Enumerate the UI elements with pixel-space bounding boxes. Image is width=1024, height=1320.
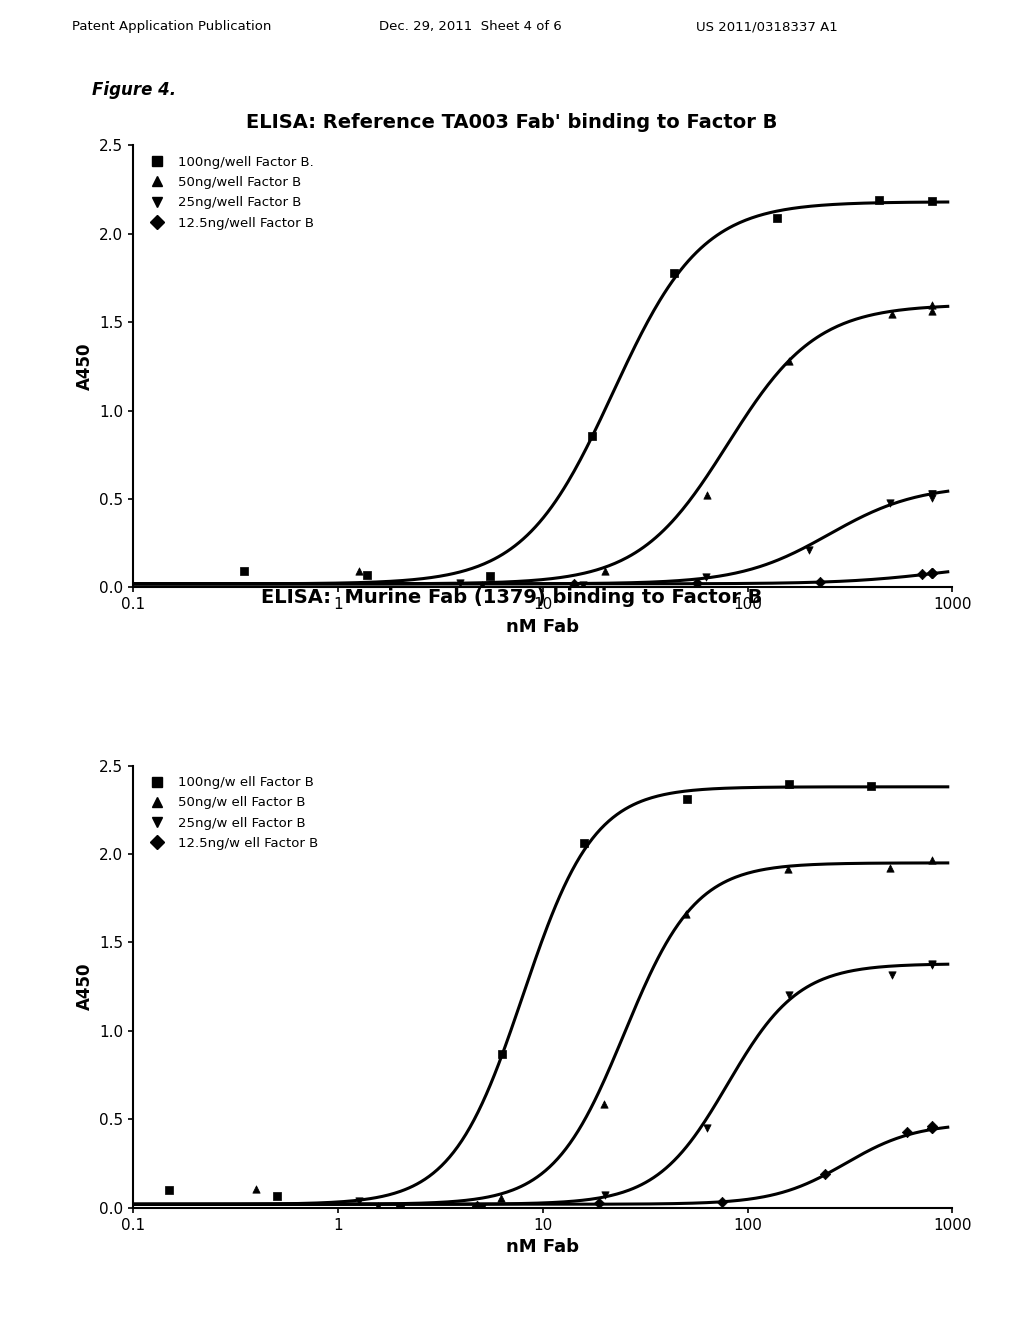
Text: US 2011/0318337 A1: US 2011/0318337 A1	[696, 20, 838, 33]
Point	[925, 301, 941, 322]
Point	[781, 985, 798, 1006]
Point	[161, 1180, 177, 1201]
Point	[597, 560, 613, 581]
Point	[351, 561, 368, 582]
Point	[925, 954, 941, 975]
Text: ELISA:  Murine Fab (1379) binding to Factor B: ELISA: Murine Fab (1379) binding to Fact…	[261, 589, 763, 607]
Text: Dec. 29, 2011  Sheet 4 of 6: Dec. 29, 2011 Sheet 4 of 6	[379, 20, 561, 33]
Legend: 100ng/w ell Factor B, 50ng/w ell Factor B, 25ng/w ell Factor B, 12.5ng/w ell Fac: 100ng/w ell Factor B, 50ng/w ell Factor …	[139, 772, 323, 854]
Point	[468, 1195, 484, 1216]
Point	[884, 965, 900, 986]
Point	[925, 850, 941, 871]
Point	[925, 294, 941, 315]
Point	[925, 1118, 941, 1139]
Point	[566, 574, 583, 595]
Point	[801, 540, 817, 561]
Point	[358, 565, 375, 586]
Point	[898, 1122, 914, 1143]
Point	[666, 261, 682, 282]
Point	[698, 566, 715, 587]
Point	[925, 483, 941, 504]
Point	[781, 350, 798, 371]
Point	[925, 483, 941, 504]
Point	[884, 304, 900, 325]
Point	[678, 904, 694, 925]
Point	[883, 857, 899, 878]
Point	[591, 1192, 607, 1213]
Point	[453, 572, 469, 593]
Point	[781, 774, 798, 795]
Point	[577, 833, 593, 854]
Point	[699, 1118, 716, 1139]
Point	[925, 190, 941, 211]
Point	[925, 1117, 941, 1138]
Y-axis label: A450: A450	[76, 343, 94, 389]
Text: Patent Application Publication: Patent Application Publication	[72, 20, 271, 33]
Point	[914, 564, 931, 585]
X-axis label: nM Fab: nM Fab	[506, 618, 580, 636]
Point	[392, 1197, 409, 1218]
Text: ELISA: Reference TA003 Fab' binding to Factor B: ELISA: Reference TA003 Fab' binding to F…	[247, 114, 777, 132]
Point	[870, 190, 887, 211]
Point	[925, 562, 941, 583]
Point	[699, 484, 716, 506]
Point	[863, 775, 880, 796]
Point	[925, 487, 941, 508]
Point	[597, 1185, 613, 1206]
Point	[925, 562, 941, 583]
Point	[236, 561, 252, 582]
X-axis label: nM Fab: nM Fab	[506, 1238, 580, 1257]
Point	[248, 1179, 264, 1200]
Point	[495, 1044, 511, 1065]
Point	[925, 562, 941, 583]
Point	[575, 574, 592, 595]
Point	[780, 858, 797, 879]
Point	[596, 1094, 612, 1115]
Point	[883, 492, 899, 513]
Point	[768, 207, 784, 228]
Point	[812, 572, 828, 593]
Point	[371, 1196, 387, 1217]
Point	[481, 565, 498, 586]
Text: Figure 4.: Figure 4.	[92, 81, 176, 99]
Point	[925, 562, 941, 583]
Point	[679, 788, 695, 809]
Point	[269, 1185, 286, 1206]
Point	[714, 1192, 730, 1213]
Point	[925, 1115, 941, 1137]
Point	[816, 1163, 833, 1184]
Y-axis label: A450: A450	[76, 964, 94, 1010]
Legend: 100ng/well Factor B., 50ng/well Factor B, 25ng/well Factor B, 12.5ng/well Factor: 100ng/well Factor B., 50ng/well Factor B…	[139, 152, 317, 234]
Point	[689, 573, 706, 594]
Point	[351, 1191, 368, 1212]
Point	[494, 1188, 510, 1209]
Point	[474, 1197, 490, 1218]
Point	[925, 954, 941, 975]
Point	[584, 425, 600, 446]
Point	[474, 574, 490, 595]
